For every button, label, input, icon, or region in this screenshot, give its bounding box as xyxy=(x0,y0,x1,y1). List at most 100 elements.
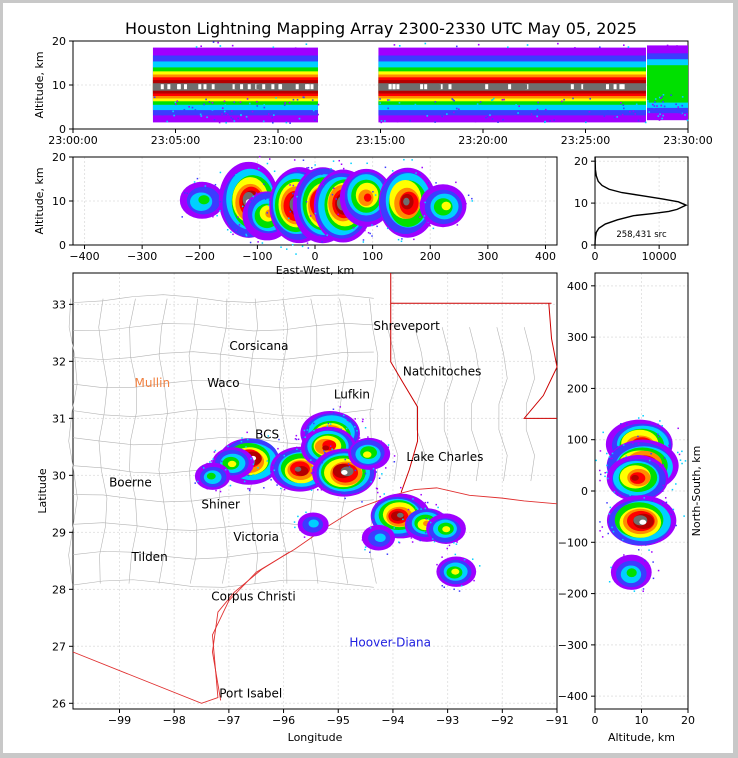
alt-time-xtick-label: 23:00:00 xyxy=(48,134,97,147)
density-speckle xyxy=(670,476,673,479)
density-speckle xyxy=(298,524,300,526)
density-speckle xyxy=(335,198,337,200)
density-speckle xyxy=(270,479,272,481)
density-speckle xyxy=(313,429,315,432)
density-speckle xyxy=(354,426,356,428)
county-line xyxy=(72,493,374,503)
alt-time-speckle xyxy=(681,96,684,98)
density-speckle xyxy=(407,508,410,511)
alt-time-speckle xyxy=(421,120,424,123)
alt-time-speckle xyxy=(398,102,401,104)
density-speckle xyxy=(219,171,222,174)
alt-time-speckle xyxy=(563,98,565,101)
ns-alt-ytick-label: 300 xyxy=(567,331,588,344)
city-label: Tilden xyxy=(130,550,167,564)
density-speckle xyxy=(322,185,325,188)
density-speckle xyxy=(329,423,332,425)
density-speckle xyxy=(268,199,271,201)
density-speckle xyxy=(310,472,313,474)
density-speckle xyxy=(303,536,306,538)
density-speckle xyxy=(638,549,640,551)
density-speckle xyxy=(295,434,298,437)
density-speckle xyxy=(367,231,370,234)
density-speckle xyxy=(250,457,252,460)
density-speckle xyxy=(305,200,308,203)
density-speckle xyxy=(455,543,458,545)
density-speckle xyxy=(347,463,350,465)
density-speckle xyxy=(331,193,334,196)
density-speckle xyxy=(313,422,315,425)
density-speckle xyxy=(604,475,606,478)
alt-time-core xyxy=(399,84,403,90)
density-speckle xyxy=(599,479,601,482)
density-speckle xyxy=(362,241,365,243)
city-label: Victoria xyxy=(233,530,279,544)
density-speckle xyxy=(422,229,424,231)
alt-time-speckle xyxy=(285,121,288,124)
alt-time-core xyxy=(519,84,523,90)
alt-ew-xtick-label: 400 xyxy=(535,250,556,263)
density-speckle xyxy=(246,480,248,483)
density-speckle xyxy=(610,566,612,569)
density-speckle xyxy=(420,504,422,507)
alt-hist-xtick-label: 0 xyxy=(592,250,599,263)
density-speckle xyxy=(419,173,422,176)
density-speckle xyxy=(309,425,311,428)
density-speckle xyxy=(342,167,345,170)
alt-time-speckle xyxy=(553,119,556,121)
alt-time-speckle xyxy=(176,100,179,103)
density-level xyxy=(397,512,404,518)
density-speckle xyxy=(310,459,312,461)
alt-time-core xyxy=(390,84,394,90)
density-speckle xyxy=(252,463,255,465)
density-speckle xyxy=(681,462,683,465)
density-speckle xyxy=(665,501,668,504)
density-speckle xyxy=(326,425,329,427)
density-speckle xyxy=(331,448,333,450)
plan-view-xlabel: Longitude xyxy=(288,731,343,744)
alt-hist-line xyxy=(594,156,688,246)
density-speckle xyxy=(424,507,427,510)
density-speckle xyxy=(362,239,365,241)
density-speckle xyxy=(599,521,601,523)
plan-view-xtick-label: −94 xyxy=(381,714,404,727)
county-line xyxy=(279,298,289,584)
alt-time-speckle xyxy=(599,46,601,49)
alt-time-core xyxy=(432,84,436,90)
density-speckle xyxy=(595,459,597,462)
density-speckle xyxy=(318,235,321,238)
alt-time-speckle xyxy=(634,113,637,115)
alt-time-speckle xyxy=(572,97,574,100)
alt-time-speckle xyxy=(514,115,516,117)
alt-time-speckle xyxy=(661,95,664,98)
density-speckle xyxy=(429,224,431,227)
density-speckle xyxy=(291,244,294,246)
density-speckle xyxy=(458,590,461,592)
density-speckle xyxy=(611,457,613,460)
density-speckle xyxy=(300,450,302,452)
barrier-island xyxy=(212,551,290,701)
density-speckle xyxy=(403,158,405,161)
density-speckle xyxy=(237,216,239,218)
alt-time-speckle xyxy=(231,44,234,47)
alt-time-speckle xyxy=(304,105,307,107)
alt-time-speckle xyxy=(268,113,270,115)
alt-time-speckle xyxy=(218,121,221,124)
density-speckle xyxy=(264,198,267,200)
alt-time-speckle xyxy=(442,106,445,108)
plan-view-cluster xyxy=(194,460,232,493)
alt-time-speckle xyxy=(289,122,291,124)
alt-time-speckle xyxy=(661,117,663,120)
density-speckle xyxy=(650,452,652,455)
density-speckle xyxy=(369,527,372,529)
density-speckle xyxy=(364,548,366,551)
density-speckle xyxy=(350,162,352,165)
alt-time-core xyxy=(485,84,489,90)
alt-time-speckle xyxy=(522,111,525,113)
density-speckle xyxy=(612,530,615,533)
plan-view-cluster xyxy=(293,511,329,538)
alt-time-core xyxy=(420,84,424,90)
alt-ew-xtick-label: 300 xyxy=(477,250,498,263)
density-speckle xyxy=(652,577,655,580)
alt-ew-xtick-label: 100 xyxy=(362,250,383,263)
